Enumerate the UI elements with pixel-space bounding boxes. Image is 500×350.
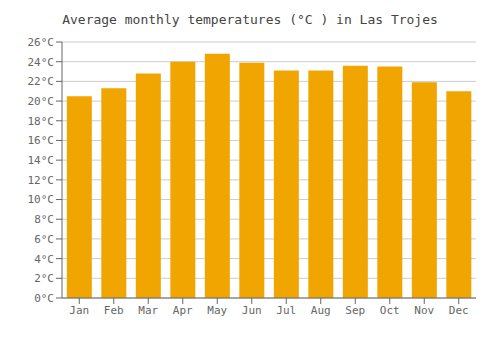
svg-text:18°C: 18°C	[28, 115, 55, 128]
svg-text:0°C: 0°C	[34, 292, 54, 305]
svg-text:10°C: 10°C	[28, 193, 55, 206]
svg-text:24°C: 24°C	[28, 56, 55, 69]
svg-text:Apr: Apr	[173, 304, 193, 317]
svg-text:16°C: 16°C	[28, 134, 55, 147]
svg-text:6°C: 6°C	[34, 233, 54, 246]
svg-text:12°C: 12°C	[28, 174, 55, 187]
svg-text:20°C: 20°C	[28, 95, 55, 108]
svg-text:May: May	[207, 304, 227, 317]
svg-text:2°C: 2°C	[34, 272, 54, 285]
svg-text:Nov: Nov	[414, 304, 434, 317]
svg-text:Jan: Jan	[69, 304, 89, 317]
svg-text:Dec: Dec	[449, 304, 469, 317]
svg-text:Feb: Feb	[104, 304, 124, 317]
svg-text:26°C: 26°C	[28, 36, 55, 49]
svg-text:Jun: Jun	[242, 304, 262, 317]
svg-text:Sep: Sep	[345, 304, 365, 317]
svg-text:Oct: Oct	[380, 304, 400, 317]
svg-text:22°C: 22°C	[28, 75, 55, 88]
html-text:Average monthly temperatures (: Average monthly temperatures (°C ) in La…	[62, 12, 438, 27]
svg-text:Aug: Aug	[311, 304, 331, 317]
svg-text:Mar: Mar	[138, 304, 158, 317]
svg-text:Jul: Jul	[276, 304, 296, 317]
svg-text:4°C: 4°C	[34, 253, 54, 266]
svg-text:14°C: 14°C	[28, 154, 55, 167]
svg-text:8°C: 8°C	[34, 213, 54, 226]
